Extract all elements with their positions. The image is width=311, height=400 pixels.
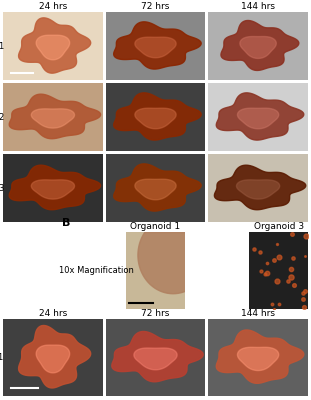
Polygon shape [238, 347, 279, 370]
Title: Organoid 1: Organoid 1 [130, 222, 181, 231]
Polygon shape [134, 348, 177, 370]
Polygon shape [112, 332, 203, 382]
Polygon shape [114, 22, 201, 69]
Text: Org 3: Org 3 [0, 184, 5, 193]
Polygon shape [216, 330, 304, 383]
Polygon shape [240, 36, 276, 58]
Polygon shape [135, 179, 176, 200]
Polygon shape [31, 180, 75, 199]
Polygon shape [135, 108, 176, 129]
Title: 144 hrs: 144 hrs [241, 2, 275, 11]
Polygon shape [138, 232, 208, 294]
Polygon shape [216, 93, 304, 140]
Text: 10x Magnification: 10x Magnification [59, 266, 134, 275]
Polygon shape [36, 345, 70, 373]
Title: 144 hrs: 144 hrs [241, 309, 275, 318]
Title: 24 hrs: 24 hrs [39, 2, 67, 11]
Polygon shape [9, 165, 100, 210]
Polygon shape [236, 180, 280, 199]
Polygon shape [114, 164, 201, 211]
Text: B: B [62, 218, 70, 228]
Polygon shape [135, 37, 176, 58]
Polygon shape [19, 18, 91, 73]
Polygon shape [114, 93, 201, 140]
Title: 72 hrs: 72 hrs [141, 309, 170, 318]
Polygon shape [31, 109, 75, 128]
Title: 72 hrs: 72 hrs [141, 2, 170, 11]
Text: Org 1: Org 1 [0, 42, 4, 51]
Polygon shape [36, 35, 70, 60]
Polygon shape [9, 94, 100, 139]
Title: 24 hrs: 24 hrs [39, 309, 67, 318]
Polygon shape [214, 165, 306, 210]
Polygon shape [19, 326, 91, 388]
Polygon shape [221, 20, 299, 70]
Text: H841: H841 [0, 353, 3, 362]
Title: Organoid 3: Organoid 3 [253, 222, 304, 231]
Text: Org 2: Org 2 [0, 113, 4, 122]
Polygon shape [238, 108, 279, 129]
